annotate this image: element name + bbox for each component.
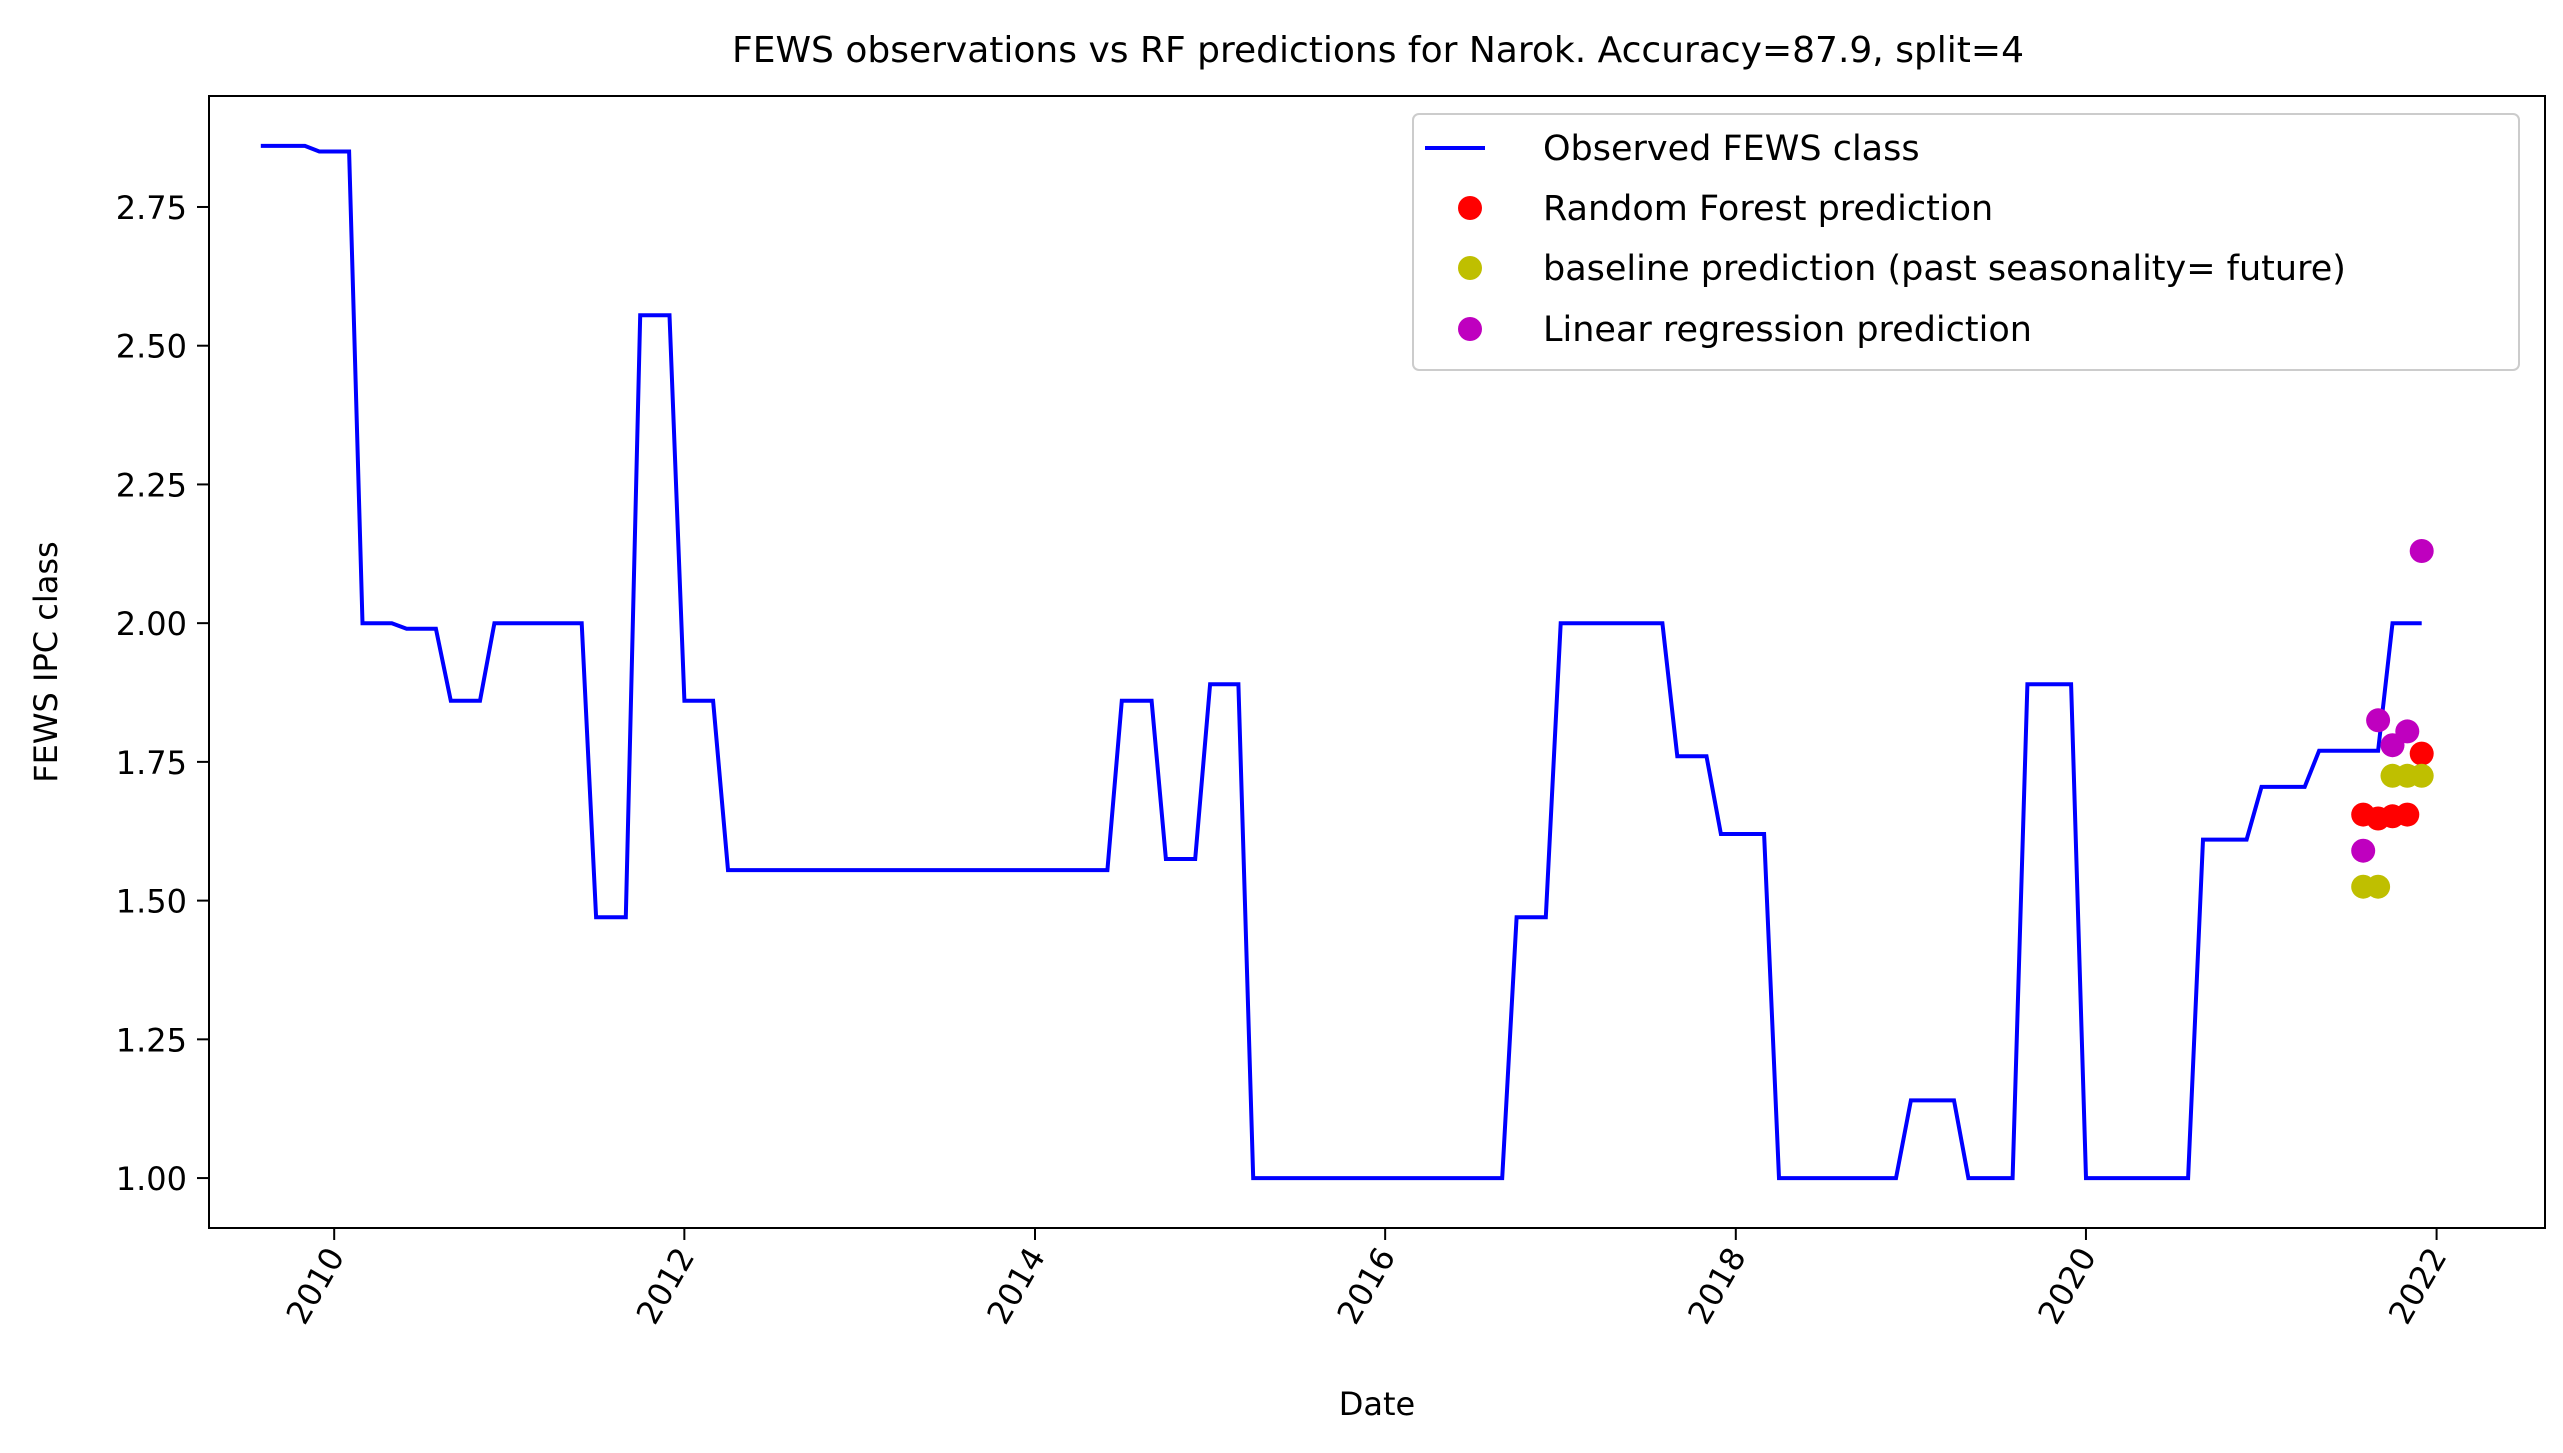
point-baseline-prediction-past-seasonality-future (2409, 763, 2434, 788)
point-linear-regression-prediction (2366, 708, 2391, 733)
series-line-observed-fews-class (260, 143, 2422, 1181)
point-random-forest-prediction (2409, 741, 2434, 766)
x-tick-label: 2020 (2030, 1241, 2104, 1331)
chart-title: FEWS observations vs RF predictions for … (732, 30, 2024, 71)
y-tick-label: 1.00 (116, 1160, 187, 1198)
legend-label-linear-regression: Linear regression prediction (1543, 310, 2032, 350)
legend-label-observed: Observed FEWS class (1543, 129, 1920, 169)
x-tick-label: 2010 (278, 1241, 352, 1331)
y-tick-label: 1.75 (116, 744, 187, 782)
y-tick-label: 2.75 (116, 189, 187, 227)
legend-label-random-forest: Random Forest prediction (1543, 189, 1993, 229)
point-linear-regression-prediction (2351, 838, 2376, 863)
x-tick-label: 2018 (1680, 1241, 1754, 1331)
legend-label-baseline: baseline prediction (past seasonality= f… (1543, 249, 2346, 289)
y-tick-label: 2.00 (116, 605, 187, 643)
legend-box (1412, 113, 2520, 371)
y-tick-label: 2.50 (116, 328, 187, 366)
x-tick-label: 2016 (1329, 1241, 1403, 1331)
y-tick-label: 2.25 (116, 466, 187, 504)
x-axis: 2010 2012 2014 2016 2018 2020 2022 (278, 1228, 2455, 1331)
legend-marker-random-forest (1458, 196, 1482, 220)
point-baseline-prediction-past-seasonality-future (2366, 874, 2391, 899)
y-axis-label: FEWS IPC class (27, 541, 65, 782)
y-axis: 1.00 1.25 1.50 1.75 2.00 2.25 2.50 2.75 (116, 189, 209, 1198)
x-axis-label: Date (1339, 1385, 1415, 1423)
legend-marker-baseline (1458, 256, 1482, 280)
x-tick-label: 2012 (629, 1241, 703, 1331)
legend-marker-linear-regression (1458, 317, 1482, 341)
point-linear-regression-prediction (2395, 719, 2420, 744)
point-random-forest-prediction (2395, 802, 2420, 827)
series-layer (260, 143, 2434, 1181)
y-tick-label: 1.50 (116, 883, 187, 921)
x-tick-label: 2022 (2381, 1241, 2455, 1331)
point-linear-regression-prediction (2409, 539, 2434, 563)
x-tick-label: 2014 (979, 1241, 1053, 1331)
legend: Observed FEWS class Random Forest predic… (1412, 113, 2520, 371)
y-tick-label: 1.25 (116, 1021, 187, 1059)
